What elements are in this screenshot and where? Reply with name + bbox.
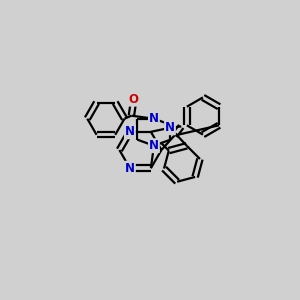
Text: N: N <box>149 112 159 125</box>
Text: N: N <box>125 125 135 138</box>
Text: O: O <box>129 93 139 106</box>
Text: N: N <box>125 162 135 175</box>
Text: N: N <box>149 139 159 152</box>
Text: N: N <box>165 121 175 134</box>
